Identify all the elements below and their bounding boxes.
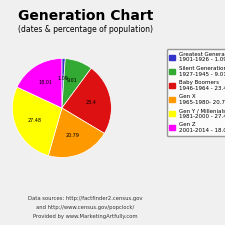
- Text: 27.48: 27.48: [28, 118, 42, 123]
- Legend: Greatest Generation
1901-1926 - 1.09%, Silent Generation
1927-1945 - 9.01%, Baby: Greatest Generation 1901-1926 - 1.09%, S…: [166, 49, 225, 136]
- Wedge shape: [62, 59, 91, 108]
- Text: 9.01: 9.01: [67, 78, 77, 83]
- Wedge shape: [62, 68, 111, 133]
- Text: 20.79: 20.79: [66, 133, 80, 138]
- Wedge shape: [12, 87, 62, 156]
- Text: and http://www.census.gov/popclock/: and http://www.census.gov/popclock/: [36, 205, 135, 210]
- Text: 23.4: 23.4: [86, 100, 97, 105]
- Wedge shape: [48, 108, 104, 158]
- Text: (dates & percentage of population): (dates & percentage of population): [18, 25, 153, 34]
- Text: 18.01: 18.01: [39, 81, 53, 86]
- Text: Generation Chart: Generation Chart: [18, 9, 153, 23]
- Wedge shape: [17, 58, 62, 108]
- Text: 1.09: 1.09: [58, 76, 68, 81]
- Text: Provided by www.MarketingArtfully.com: Provided by www.MarketingArtfully.com: [33, 214, 138, 219]
- Wedge shape: [62, 58, 65, 108]
- Text: Data sources: http://factfinder2.census.gov: Data sources: http://factfinder2.census.…: [28, 196, 143, 201]
